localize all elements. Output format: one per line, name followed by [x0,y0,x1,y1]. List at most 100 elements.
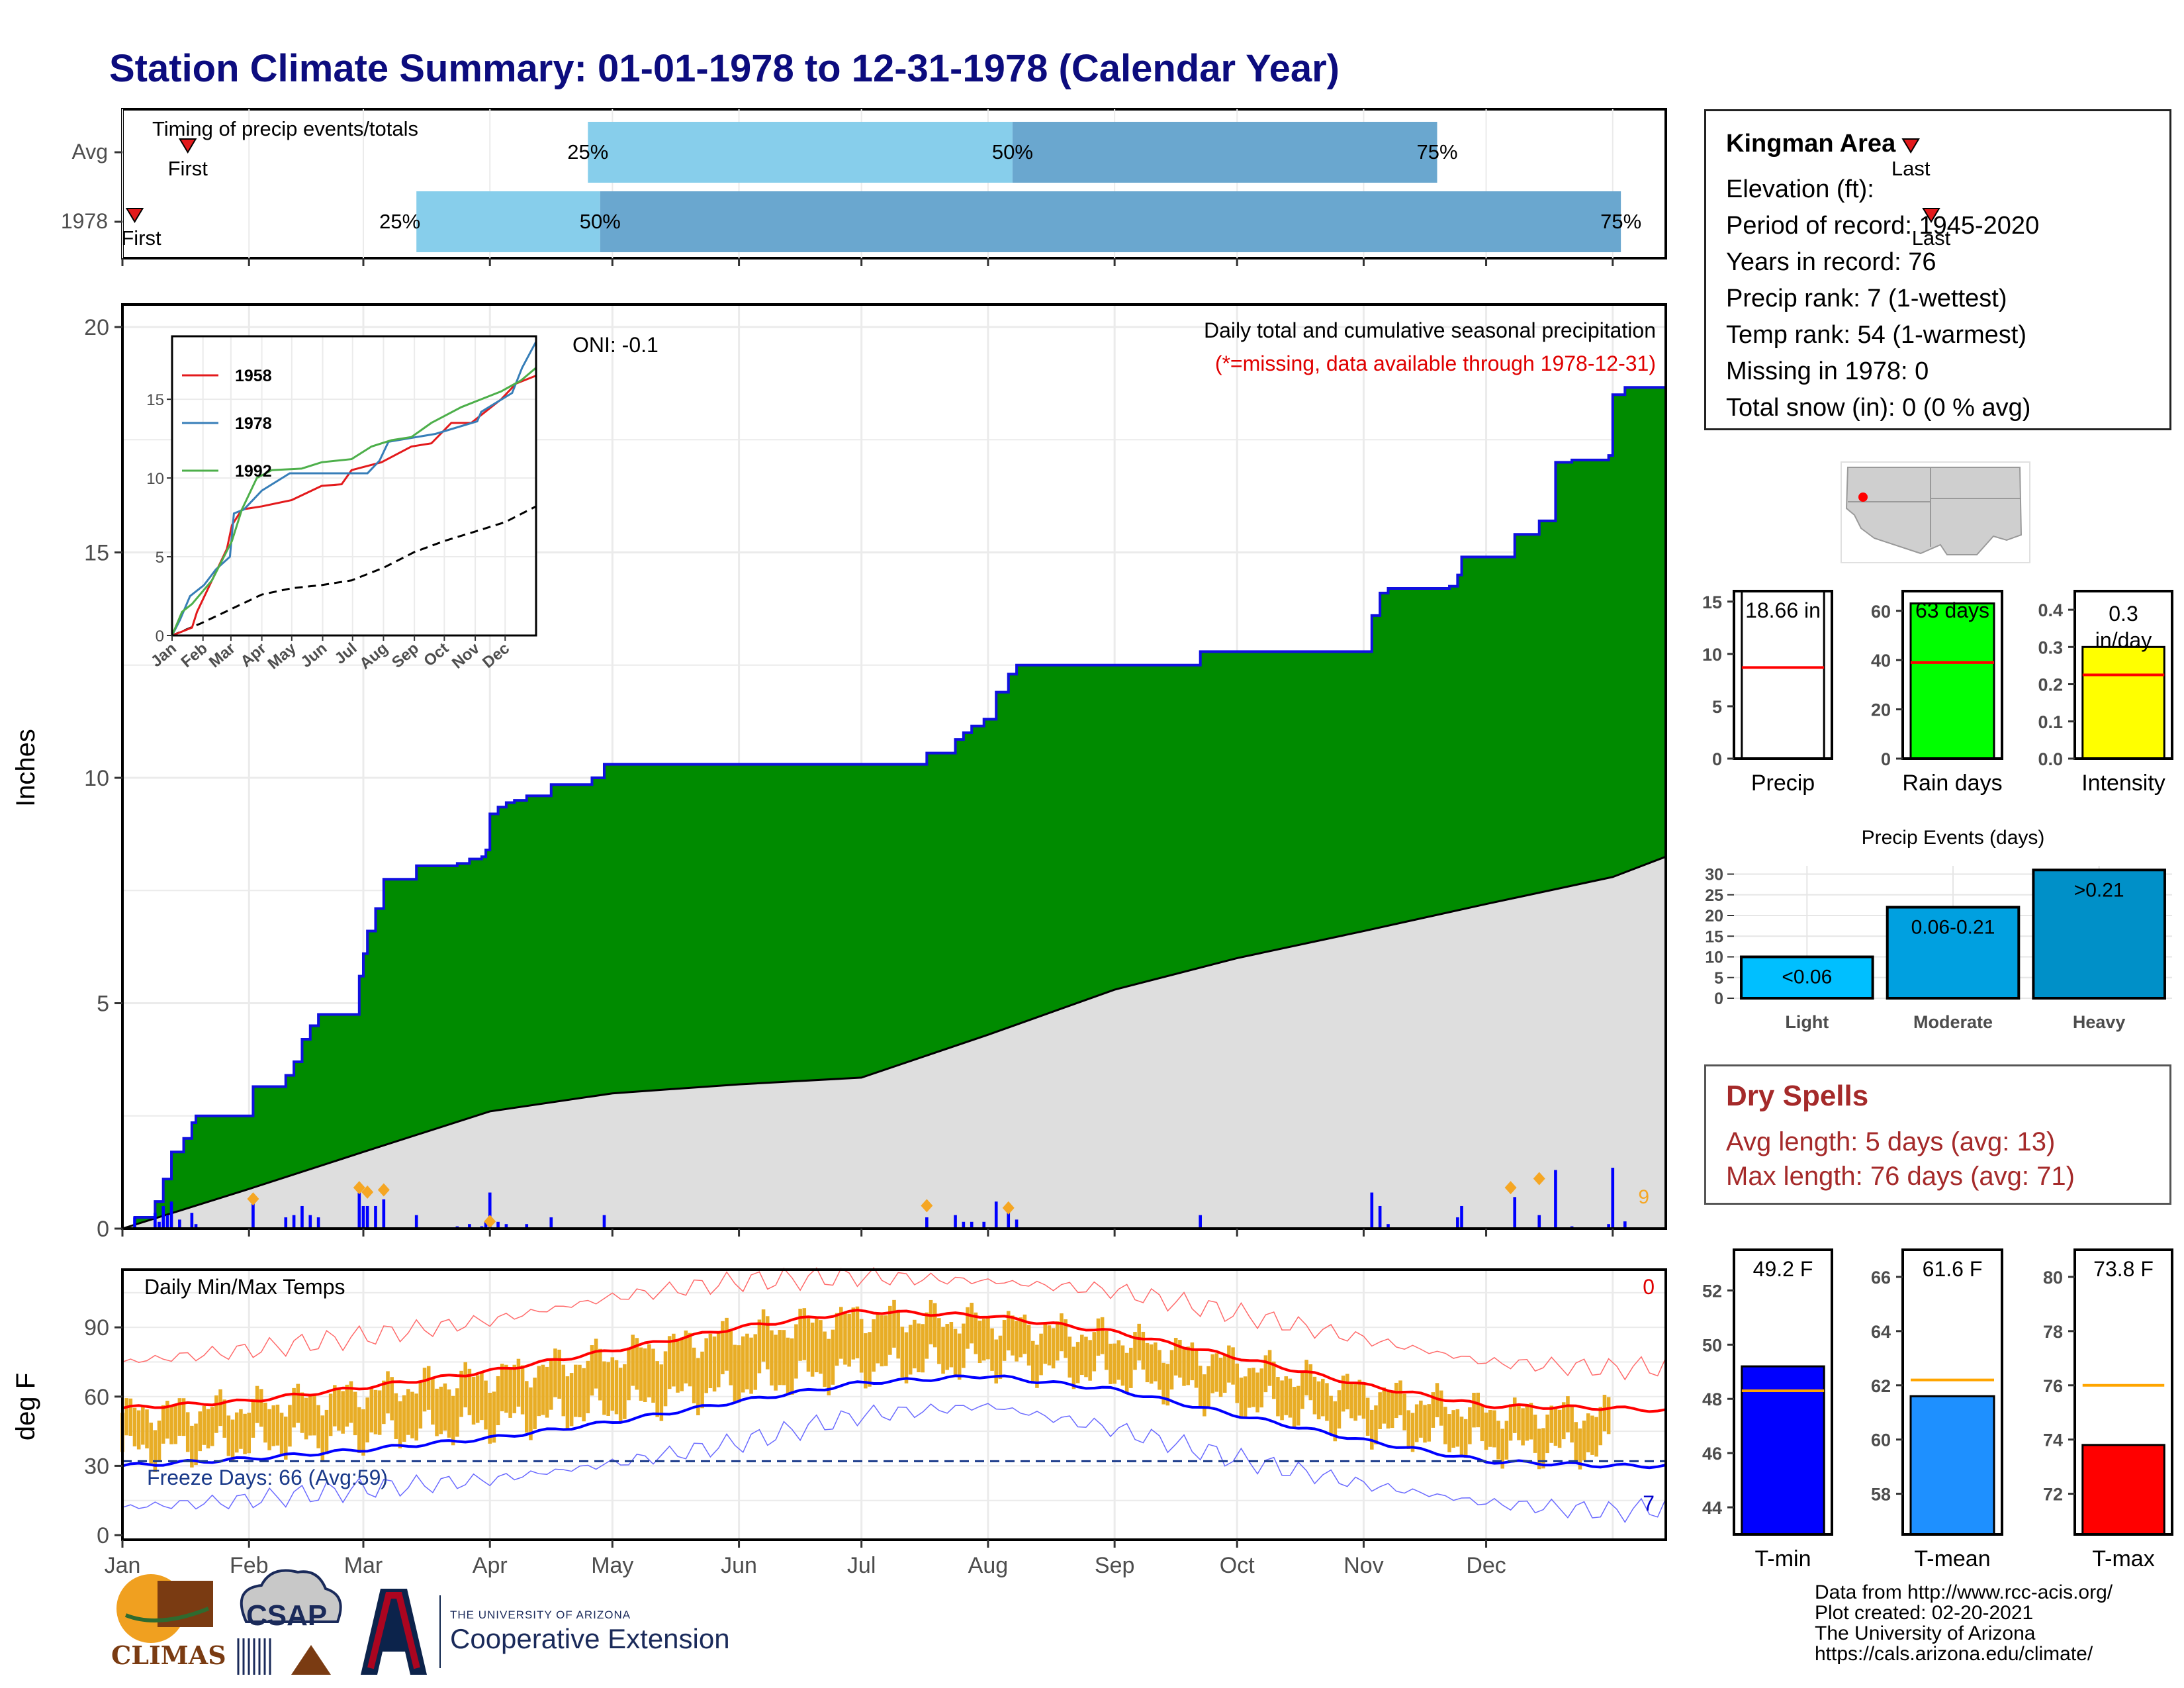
temp-daily-bar [1447,1414,1451,1452]
timing-bar-q25-q50 [416,191,600,252]
temp-daily-bar [859,1319,864,1373]
temp-daily-bar [1419,1400,1423,1438]
temp-daily-bar [933,1303,937,1348]
temp-daily-bar [1557,1409,1562,1448]
events-title: Precip Events (days) [1862,827,2045,849]
temp-daily-bar [398,1401,402,1449]
precip-daily-bar [994,1201,998,1229]
temp-daily-bar [1047,1325,1052,1366]
precip-daily-bar [982,1221,986,1229]
temp-daily-bar [1586,1413,1590,1452]
precip-event-marker [353,1181,365,1195]
temp-daily-bar [333,1385,337,1427]
timing-first-marker [125,208,144,223]
temp-daily-bar [165,1401,169,1439]
temp-daily-bar [810,1323,815,1377]
temp-daily-bar [737,1345,741,1403]
temp-daily-bar [1349,1382,1353,1419]
temp-daily-bar [1124,1352,1129,1395]
temp-xtick-label: Jun [721,1553,757,1578]
temp-daily-bar [414,1393,418,1441]
dry-spells-max: Max length: 76 days (avg: 71) [1726,1162,2075,1191]
temp-daily-bar [402,1395,406,1442]
precip-ytick-label: 5 [97,992,109,1017]
temp-daily-bar [802,1308,807,1360]
summary-precip-ytick-label: 5 [1712,697,1722,717]
credits: Data from http://www.rcc-acis.org/ Plot … [1815,1582,2113,1664]
summary-intensity-frame [2073,590,2173,760]
temp-daily-bar [806,1318,811,1372]
temp-daily-bar [422,1368,427,1412]
temp-daily-bar [1394,1382,1398,1419]
summary-precip-value-label: 18.66 in [1745,598,1821,622]
timing-label-50: 50% [992,140,1033,164]
temp-daily-bar [1374,1405,1378,1444]
summary-t-min-ytick-label: 52 [1702,1281,1722,1301]
temp-daily-bar [304,1397,308,1440]
summary-t-mean-ytick-label: 58 [1871,1485,1891,1505]
summary-precip-ytick-label: 10 [1702,645,1722,665]
temp-daily-bar [1259,1368,1264,1408]
temp-daily-bar [1602,1395,1607,1432]
temp-daily-bar [953,1329,958,1375]
summary-precip-ytick-label: 0 [1712,749,1722,769]
temp-normal-max-line [122,1309,1666,1413]
temp-daily-bar [753,1334,758,1390]
temp-daily-bar [1545,1414,1549,1454]
temp-daily-bar [663,1351,668,1407]
temp-daily-bar [1206,1366,1210,1407]
temp-daily-bar [757,1319,762,1374]
temp-daily-bar [341,1391,345,1434]
summary-t-min-ytick-label: 46 [1702,1444,1722,1464]
summary-t-max-ytick-label: 80 [2043,1268,2063,1288]
temp-daily-bar [426,1366,431,1410]
summary-intensity-ytick-label: 0.0 [2038,749,2063,769]
precip-count-label: 9 [1638,1186,1649,1208]
temp-daily-bar [1574,1422,1578,1462]
precip-ytick-label: 15 [84,541,109,566]
precip-ylabel: Inches [11,729,40,807]
temp-daily-bar [149,1423,153,1464]
events-bar-label: >0.21 [2074,879,2124,901]
events-ytick-label: 25 [1705,886,1723,905]
precip-event-marker [377,1183,390,1197]
temp-daily-bar [1312,1376,1317,1415]
temp-daily-bar [876,1312,880,1364]
temp-daily-bar [300,1392,304,1433]
precip-daily-bar [178,1219,181,1229]
temp-daily-bar [1239,1378,1244,1419]
temp-daily-bar [610,1357,615,1411]
precip-daily-bar [1537,1215,1541,1229]
temp-daily-bar [815,1319,819,1372]
temp-daily-bar [1247,1368,1251,1408]
timing-label-25: 25% [379,210,420,233]
precip-daily-bar [165,1215,169,1229]
summary-rain-days-label: Rain days [1902,771,2002,796]
temp-daily-bar [794,1324,798,1379]
temp-daily-bar [218,1389,222,1427]
temp-normal-min-line [122,1374,1666,1470]
temp-daily-bar [1321,1378,1325,1417]
temp-daily-bar [823,1331,827,1387]
temp-daily-bar [598,1348,602,1401]
temp-daily-bar [169,1405,173,1444]
summary-t-min-value-label: 49.2 F [1753,1257,1813,1281]
temp-daily-bar [586,1360,590,1413]
temp-daily-bar [1145,1342,1150,1383]
temp-count-hot: 0 [1643,1275,1655,1299]
temp-daily-bar [251,1399,255,1438]
temp-daily-bar [1578,1428,1582,1470]
temp-freeze-label: Freeze Days: 66 (Avg:59) [147,1466,388,1489]
temp-daily-bar [1276,1377,1280,1417]
precip-event-marker [1504,1181,1517,1195]
inset-ytick-label: 0 [156,628,164,645]
temp-daily-bar [712,1336,717,1392]
temp-daily-bar [970,1303,974,1344]
temp-daily-bar [900,1327,905,1378]
station-name: Kingman Area [1726,130,1896,158]
temp-daily-bar [1455,1409,1460,1447]
precip-daily-bar [1199,1215,1203,1229]
timing-bar-q50-q75 [1012,122,1437,183]
events-bar-label: <0.06 [1782,966,1832,988]
temp-ytick-label: 30 [84,1454,109,1479]
